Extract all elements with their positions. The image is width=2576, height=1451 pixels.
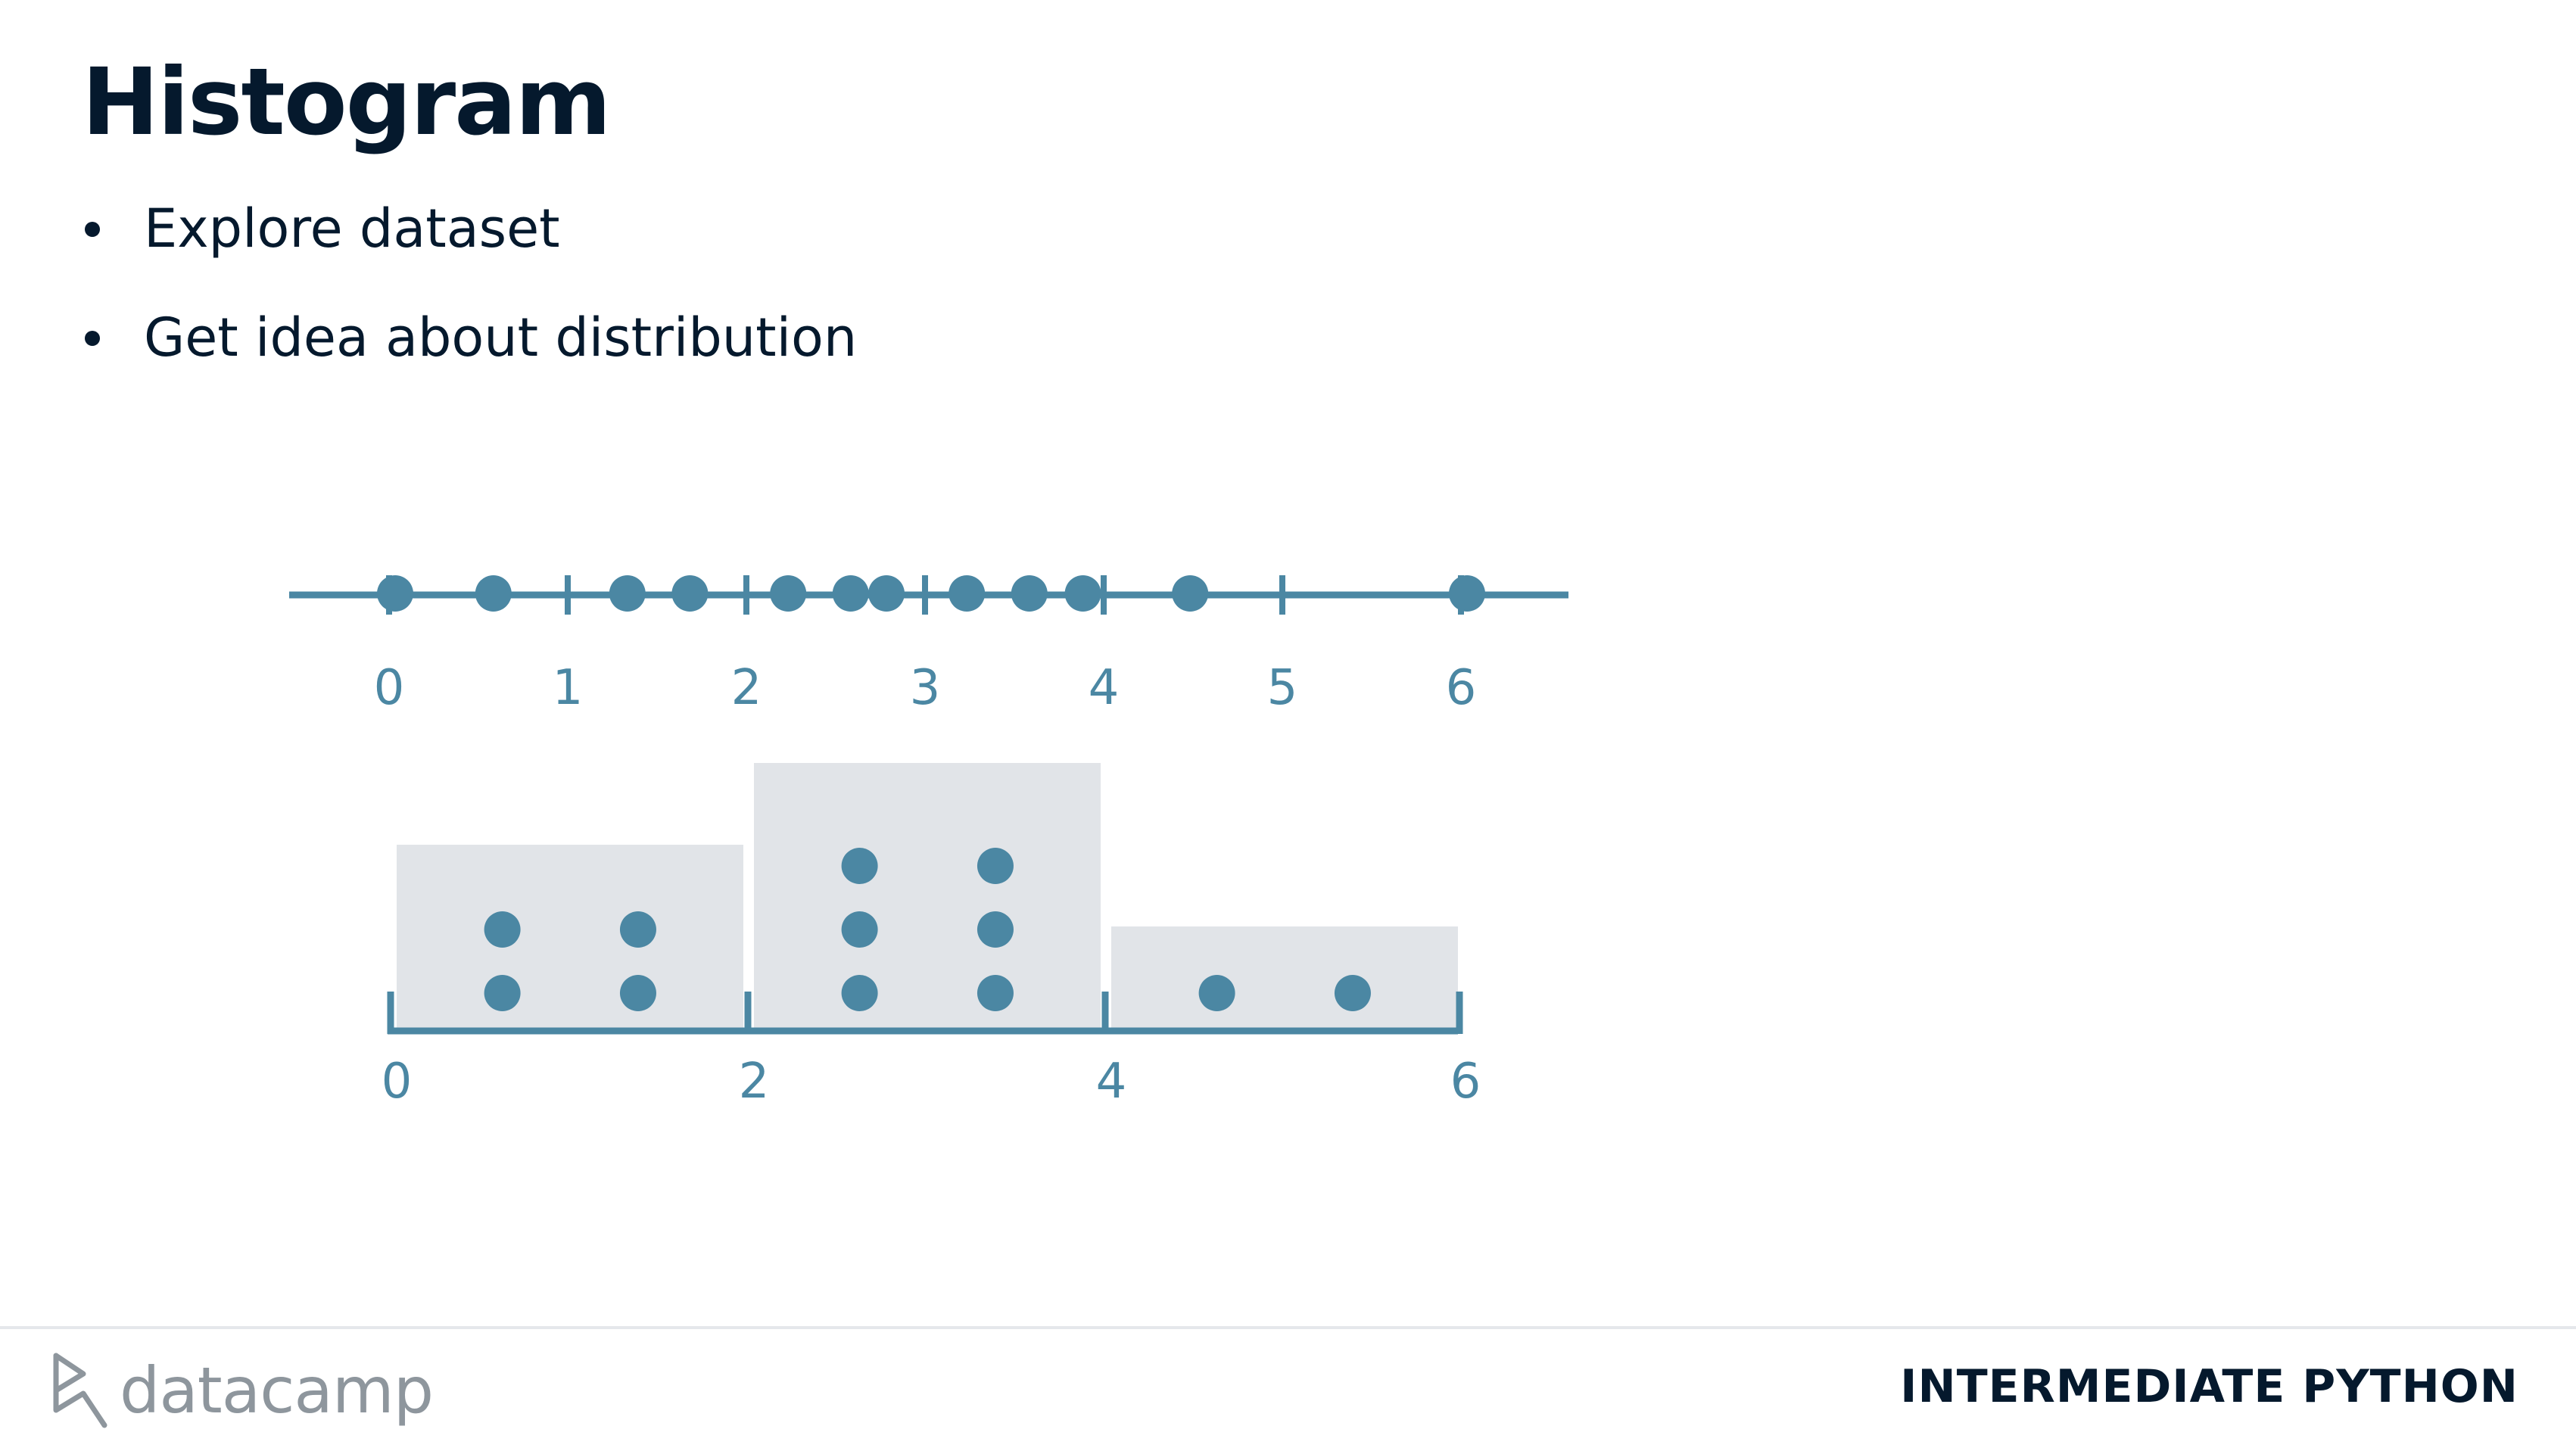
histogram-dot (977, 848, 1014, 884)
number-line-tick-label: 3 (910, 660, 941, 716)
number-line-point (1064, 575, 1101, 612)
datacamp-wordmark: datacamp (120, 1353, 434, 1428)
number-line-point (671, 575, 709, 612)
number-line-point (377, 575, 413, 612)
histogram-dot (619, 911, 656, 948)
histogram-tick-label: 2 (739, 1054, 770, 1110)
histogram-tick-label: 6 (1450, 1054, 1481, 1110)
histogram-tick-label: 4 (1096, 1054, 1127, 1110)
number-line-point (1172, 575, 1209, 612)
number-line-tick-label: 0 (374, 660, 405, 716)
number-line-point (1011, 575, 1048, 612)
histogram-dot (1334, 975, 1371, 1011)
histogram-diagram: 0 1 2 3 4 5 6 0 2 4 6 (289, 575, 1568, 1110)
number-line-point (868, 575, 905, 612)
histogram-dot (1198, 975, 1235, 1011)
number-line-point (832, 575, 869, 612)
course-name: INTERMEDIATE PYTHON (1900, 1360, 2518, 1413)
histogram-dot (484, 911, 521, 948)
datacamp-logo: datacamp (50, 1349, 434, 1432)
bullet-list: Explore dataset Get idea about distribut… (82, 193, 857, 411)
histogram-dot (841, 911, 878, 948)
number-line-point (475, 575, 512, 612)
histogram-dot (619, 975, 656, 1011)
number-line-tick-label: 2 (731, 660, 762, 716)
histogram-tick-label: 0 (382, 1054, 413, 1110)
slide-title: Histogram (82, 48, 612, 156)
histogram-dot (977, 975, 1014, 1011)
number-line-tick-label: 5 (1267, 660, 1298, 716)
histogram-dot (977, 911, 1014, 948)
bullet-item: Get idea about distribution (82, 302, 857, 373)
number-line-point (609, 575, 646, 612)
number-line: 0 1 2 3 4 5 6 (289, 575, 1568, 716)
number-line-point (1449, 575, 1485, 612)
bullet-item: Explore dataset (82, 193, 857, 264)
number-line-point (770, 575, 807, 612)
histogram-bar (1111, 926, 1458, 1031)
datacamp-logo-icon (53, 1353, 107, 1428)
histogram-dot (484, 975, 521, 1011)
number-line-tick-label: 1 (553, 660, 584, 716)
histogram: 0 2 4 6 (382, 763, 1481, 1110)
number-line-tick-label: 4 (1089, 660, 1120, 716)
histogram-dot (841, 975, 878, 1011)
footer-divider (0, 1326, 2576, 1329)
histogram-dot (841, 848, 878, 884)
number-line-tick-label: 6 (1446, 660, 1477, 716)
histogram-bar (397, 845, 743, 1031)
histogram-bar (754, 763, 1101, 1031)
number-line-point (948, 575, 986, 612)
